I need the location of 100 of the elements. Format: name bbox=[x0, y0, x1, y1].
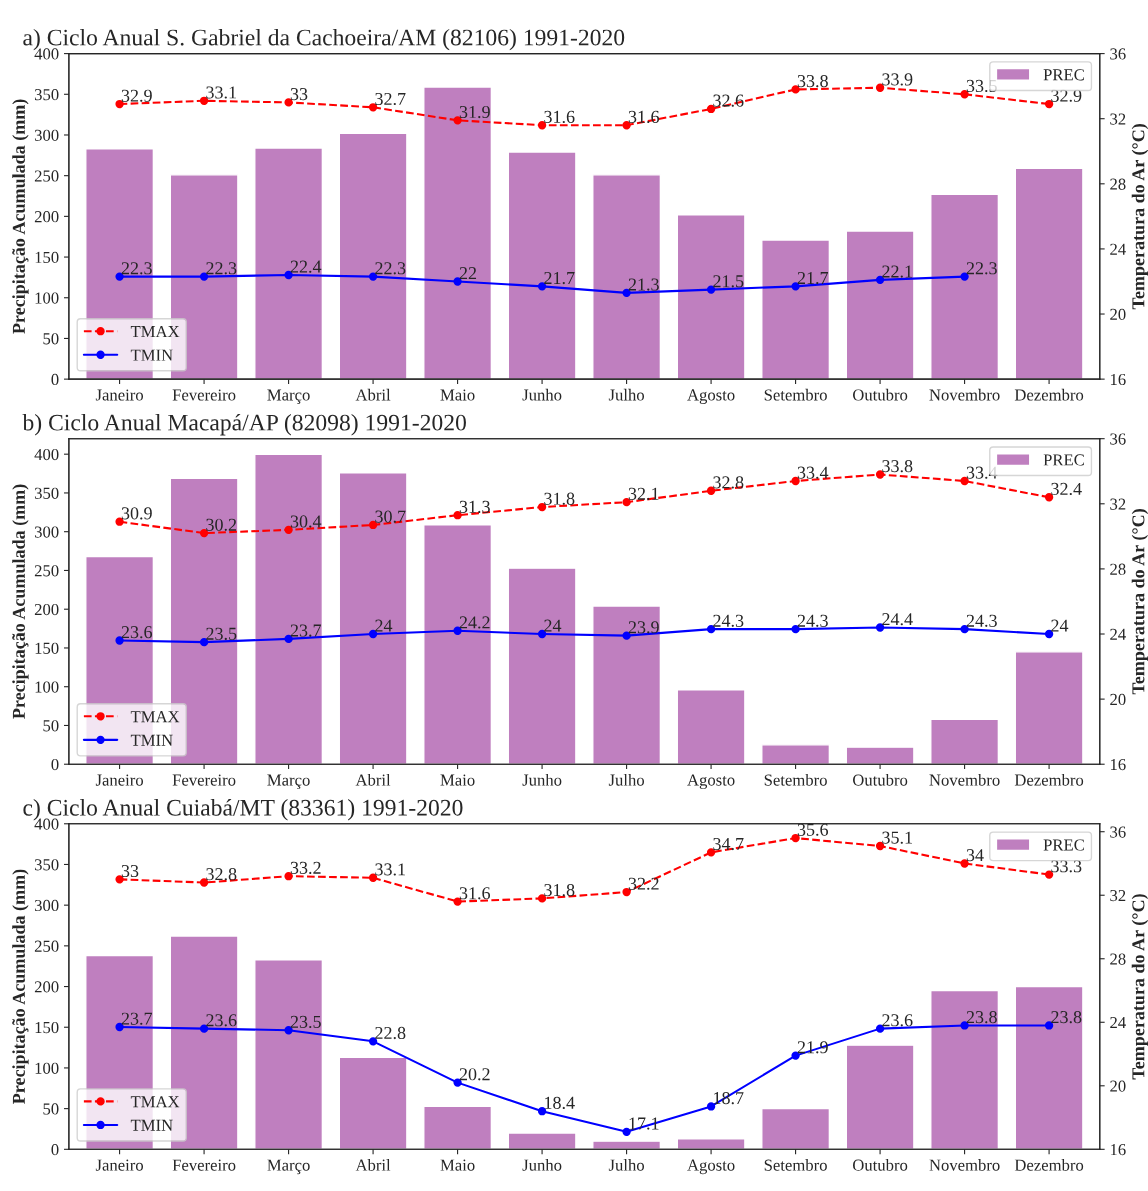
point bbox=[791, 282, 800, 291]
data-label: 22.3 bbox=[206, 262, 237, 275]
x-tick-label: Novembro bbox=[929, 773, 1000, 786]
y-tick-label: 100 bbox=[35, 292, 59, 304]
bar bbox=[338, 1056, 408, 1150]
data-label: 33.4 bbox=[797, 466, 829, 479]
legend-label: TMIN bbox=[130, 1119, 173, 1131]
legend-label: TMAX bbox=[130, 711, 180, 723]
point bbox=[115, 517, 124, 526]
bar bbox=[761, 1107, 831, 1150]
bar bbox=[507, 1132, 577, 1150]
bar bbox=[592, 605, 662, 765]
bar bbox=[254, 453, 324, 765]
bar bbox=[423, 86, 493, 380]
y2-tick-label: 32 bbox=[1110, 113, 1126, 125]
y2-tick-label: 28 bbox=[1110, 953, 1126, 965]
data-label: 23.7 bbox=[121, 1012, 153, 1025]
bar bbox=[338, 132, 408, 380]
x-tick-label: Março bbox=[267, 774, 310, 790]
y2-tick-label: 24 bbox=[1110, 628, 1126, 640]
y2-tick-label: 16 bbox=[1110, 1144, 1126, 1156]
data-label: 32.8 bbox=[206, 868, 237, 881]
x-tick-label: Setembro bbox=[764, 1159, 827, 1171]
y-tick-label: 0 bbox=[51, 758, 59, 771]
y2-tick-label: 20 bbox=[1110, 693, 1126, 706]
point bbox=[537, 121, 547, 130]
data-label: 23.7 bbox=[290, 624, 322, 637]
x-tick-label: Fevereiro bbox=[172, 389, 236, 401]
y-tick-label: 150 bbox=[35, 251, 59, 263]
y2-tick-label: 28 bbox=[1110, 563, 1126, 575]
data-label: 35.1 bbox=[882, 831, 912, 844]
bar bbox=[761, 239, 831, 380]
x-tick-label: Julho bbox=[608, 1159, 644, 1171]
x-tick-label: Fevereiro bbox=[172, 1159, 236, 1171]
y2-tick-label: 28 bbox=[1110, 178, 1126, 190]
y-tick-label: 100 bbox=[35, 1062, 59, 1074]
point bbox=[706, 848, 716, 857]
y-tick-label: 300 bbox=[34, 899, 59, 912]
y-tick-label: 0 bbox=[51, 1144, 59, 1156]
legend-label: TMIN bbox=[130, 349, 173, 361]
data-label: 35.6 bbox=[797, 823, 829, 836]
point bbox=[368, 103, 378, 112]
x-tick-label: Dezembro bbox=[1014, 1159, 1084, 1171]
x-tick-label: Junho bbox=[522, 1159, 562, 1171]
x-tick-label: Janeiro bbox=[95, 1159, 144, 1171]
data-label: 32.7 bbox=[375, 92, 406, 106]
data-label: 24 bbox=[544, 619, 562, 632]
point bbox=[791, 476, 800, 486]
x-tick-label: Novembro bbox=[929, 388, 1000, 401]
y-tick-label: 100 bbox=[35, 681, 59, 693]
x-tick-label: Agosto bbox=[687, 774, 735, 790]
data-label: 31.3 bbox=[459, 500, 490, 513]
data-label: 33 bbox=[121, 864, 139, 878]
y-tick-label: 0 bbox=[51, 373, 59, 386]
data-label: 33.1 bbox=[206, 86, 236, 99]
data-label: 22 bbox=[459, 267, 477, 280]
y-tick-label: 250 bbox=[34, 170, 59, 182]
x-tick-label: Outubro bbox=[852, 1159, 908, 1171]
y2-tick-label: 32 bbox=[1110, 889, 1126, 902]
data-label: 23.5 bbox=[290, 1015, 321, 1029]
y-tick-label: 250 bbox=[34, 565, 59, 577]
data-label: 32.4 bbox=[1051, 482, 1082, 496]
data-label: 31.8 bbox=[544, 492, 575, 505]
x-tick-label: Abril bbox=[355, 773, 391, 786]
data-label: 24.3 bbox=[713, 614, 744, 627]
y-tick-label: 50 bbox=[43, 720, 59, 732]
data-label: 34 bbox=[966, 849, 984, 862]
bar bbox=[592, 174, 662, 380]
point bbox=[115, 875, 124, 884]
point bbox=[622, 887, 631, 897]
data-label: 33.2 bbox=[290, 861, 321, 874]
x-tick-label: Outubro bbox=[852, 388, 908, 401]
data-label: 23.8 bbox=[966, 1010, 997, 1024]
point bbox=[284, 525, 293, 534]
data-label: 22.3 bbox=[375, 262, 406, 275]
bar bbox=[1014, 985, 1084, 1150]
data-label: 30.4 bbox=[290, 515, 322, 528]
x-tick-label: Abril bbox=[355, 1159, 391, 1171]
y2-tick-label: 16 bbox=[1110, 758, 1126, 771]
point bbox=[960, 859, 969, 868]
data-label: 33.5 bbox=[966, 79, 997, 93]
point bbox=[706, 1102, 716, 1111]
bar bbox=[930, 193, 1000, 380]
data-label: 21.5 bbox=[713, 275, 744, 288]
x-tick-label: Dezembro bbox=[1014, 388, 1084, 401]
bar bbox=[254, 147, 324, 380]
data-label: 24 bbox=[375, 619, 393, 632]
y2-tick-label: 24 bbox=[1110, 1017, 1126, 1029]
point bbox=[1044, 493, 1054, 502]
bar bbox=[676, 214, 746, 380]
data-label: 33 bbox=[290, 88, 308, 101]
bar bbox=[592, 1140, 662, 1150]
data-label: 23.8 bbox=[1051, 1010, 1082, 1024]
x-tick-label: Junho bbox=[522, 388, 562, 401]
data-label: 33.1 bbox=[375, 863, 405, 876]
point bbox=[537, 1107, 547, 1116]
y-tick-label: 400 bbox=[34, 448, 59, 461]
x-tick-label: Fevereiro bbox=[172, 774, 236, 786]
y-tick-label: 200 bbox=[34, 211, 59, 223]
data-label: 22.4 bbox=[290, 260, 322, 273]
